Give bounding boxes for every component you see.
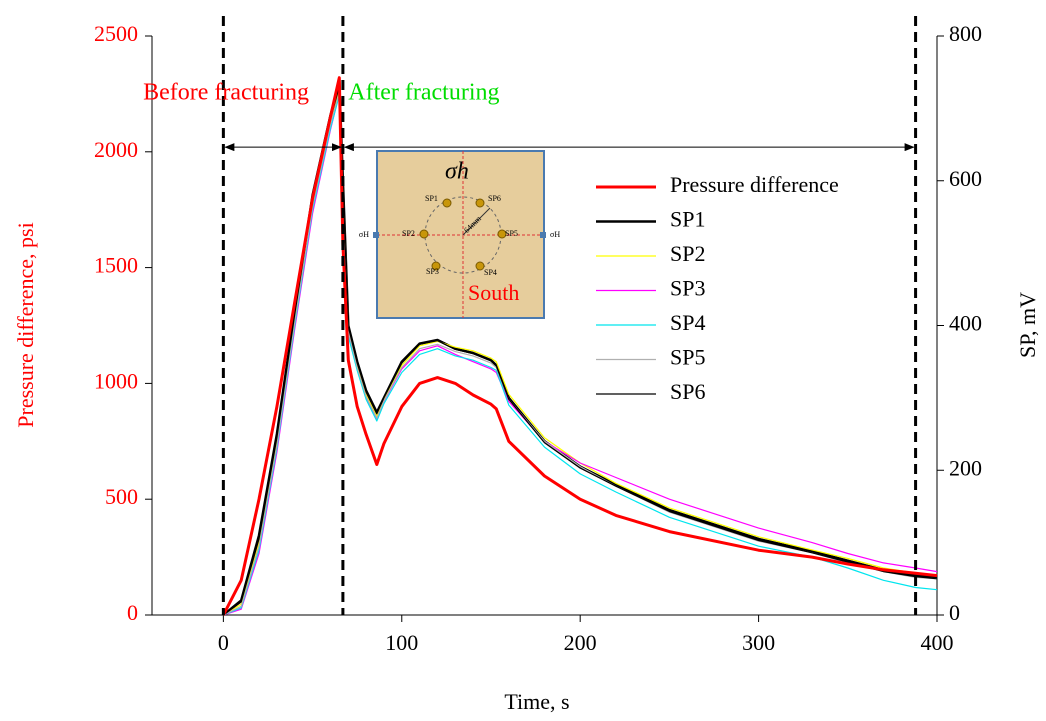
inset-load: [373, 232, 379, 238]
inset-label: SP3: [426, 267, 439, 276]
legend-label: SP6: [670, 379, 705, 404]
inset-sensor: [475, 261, 485, 271]
y2-axis-label: SP, mV: [1015, 292, 1040, 358]
legend-label: SP2: [670, 241, 705, 266]
y2-tick-label: 400: [949, 311, 982, 336]
series-line: [223, 94, 938, 616]
x-axis-label: Time, s: [504, 689, 569, 714]
series-line: [223, 93, 938, 616]
inset-label: σH: [550, 230, 560, 239]
inset-label: South: [468, 280, 519, 305]
x-tick-label: 200: [564, 630, 597, 655]
legend-label: SP3: [670, 276, 705, 301]
inset-sensor: [497, 229, 507, 239]
y2-tick-label: 800: [949, 21, 982, 46]
inset-sensor: [442, 198, 452, 208]
legend-label: SP5: [670, 345, 705, 370]
y2-tick-label: 0: [949, 600, 960, 625]
inset-label: σH: [359, 230, 369, 239]
series-line: [223, 89, 938, 616]
y2-tick-label: 200: [949, 455, 982, 480]
y-tick-label: 2500: [94, 21, 138, 46]
series-line: [223, 86, 938, 616]
inset-load: [540, 232, 546, 238]
inset-sensor: [475, 198, 485, 208]
inset-label: SP6: [488, 194, 501, 203]
y-axis-label: Pressure difference, psi: [13, 222, 38, 427]
annotation: Before fracturing: [143, 79, 309, 105]
series-line: [222, 81, 938, 616]
y-tick-label: 500: [105, 484, 138, 509]
inset-label: SP5: [505, 229, 518, 238]
x-tick-label: 400: [921, 630, 954, 655]
inset-sensor: [419, 229, 429, 239]
y-tick-label: 1500: [94, 253, 138, 278]
x-tick-label: 300: [742, 630, 775, 655]
y-tick-label: 2000: [94, 137, 138, 162]
y-tick-label: 0: [127, 600, 138, 625]
annotation: After fracturing: [348, 79, 499, 105]
inset-label: SP1: [425, 194, 438, 203]
inset-label: SP2: [402, 229, 415, 238]
series-line: [222, 76, 938, 616]
legend-label: SP4: [670, 310, 705, 335]
inset-label: SP4: [484, 268, 497, 277]
inset-label: σh: [445, 159, 469, 185]
x-tick-label: 0: [218, 630, 229, 655]
series-line: [223, 91, 938, 616]
y2-tick-label: 600: [949, 166, 982, 191]
inset-radius: [462, 207, 491, 236]
inset-sensor: [431, 261, 441, 271]
x-tick-label: 100: [385, 630, 418, 655]
y-tick-label: 1000: [94, 368, 138, 393]
legend-label: Pressure difference: [670, 172, 839, 197]
legend-label: SP1: [670, 207, 705, 232]
